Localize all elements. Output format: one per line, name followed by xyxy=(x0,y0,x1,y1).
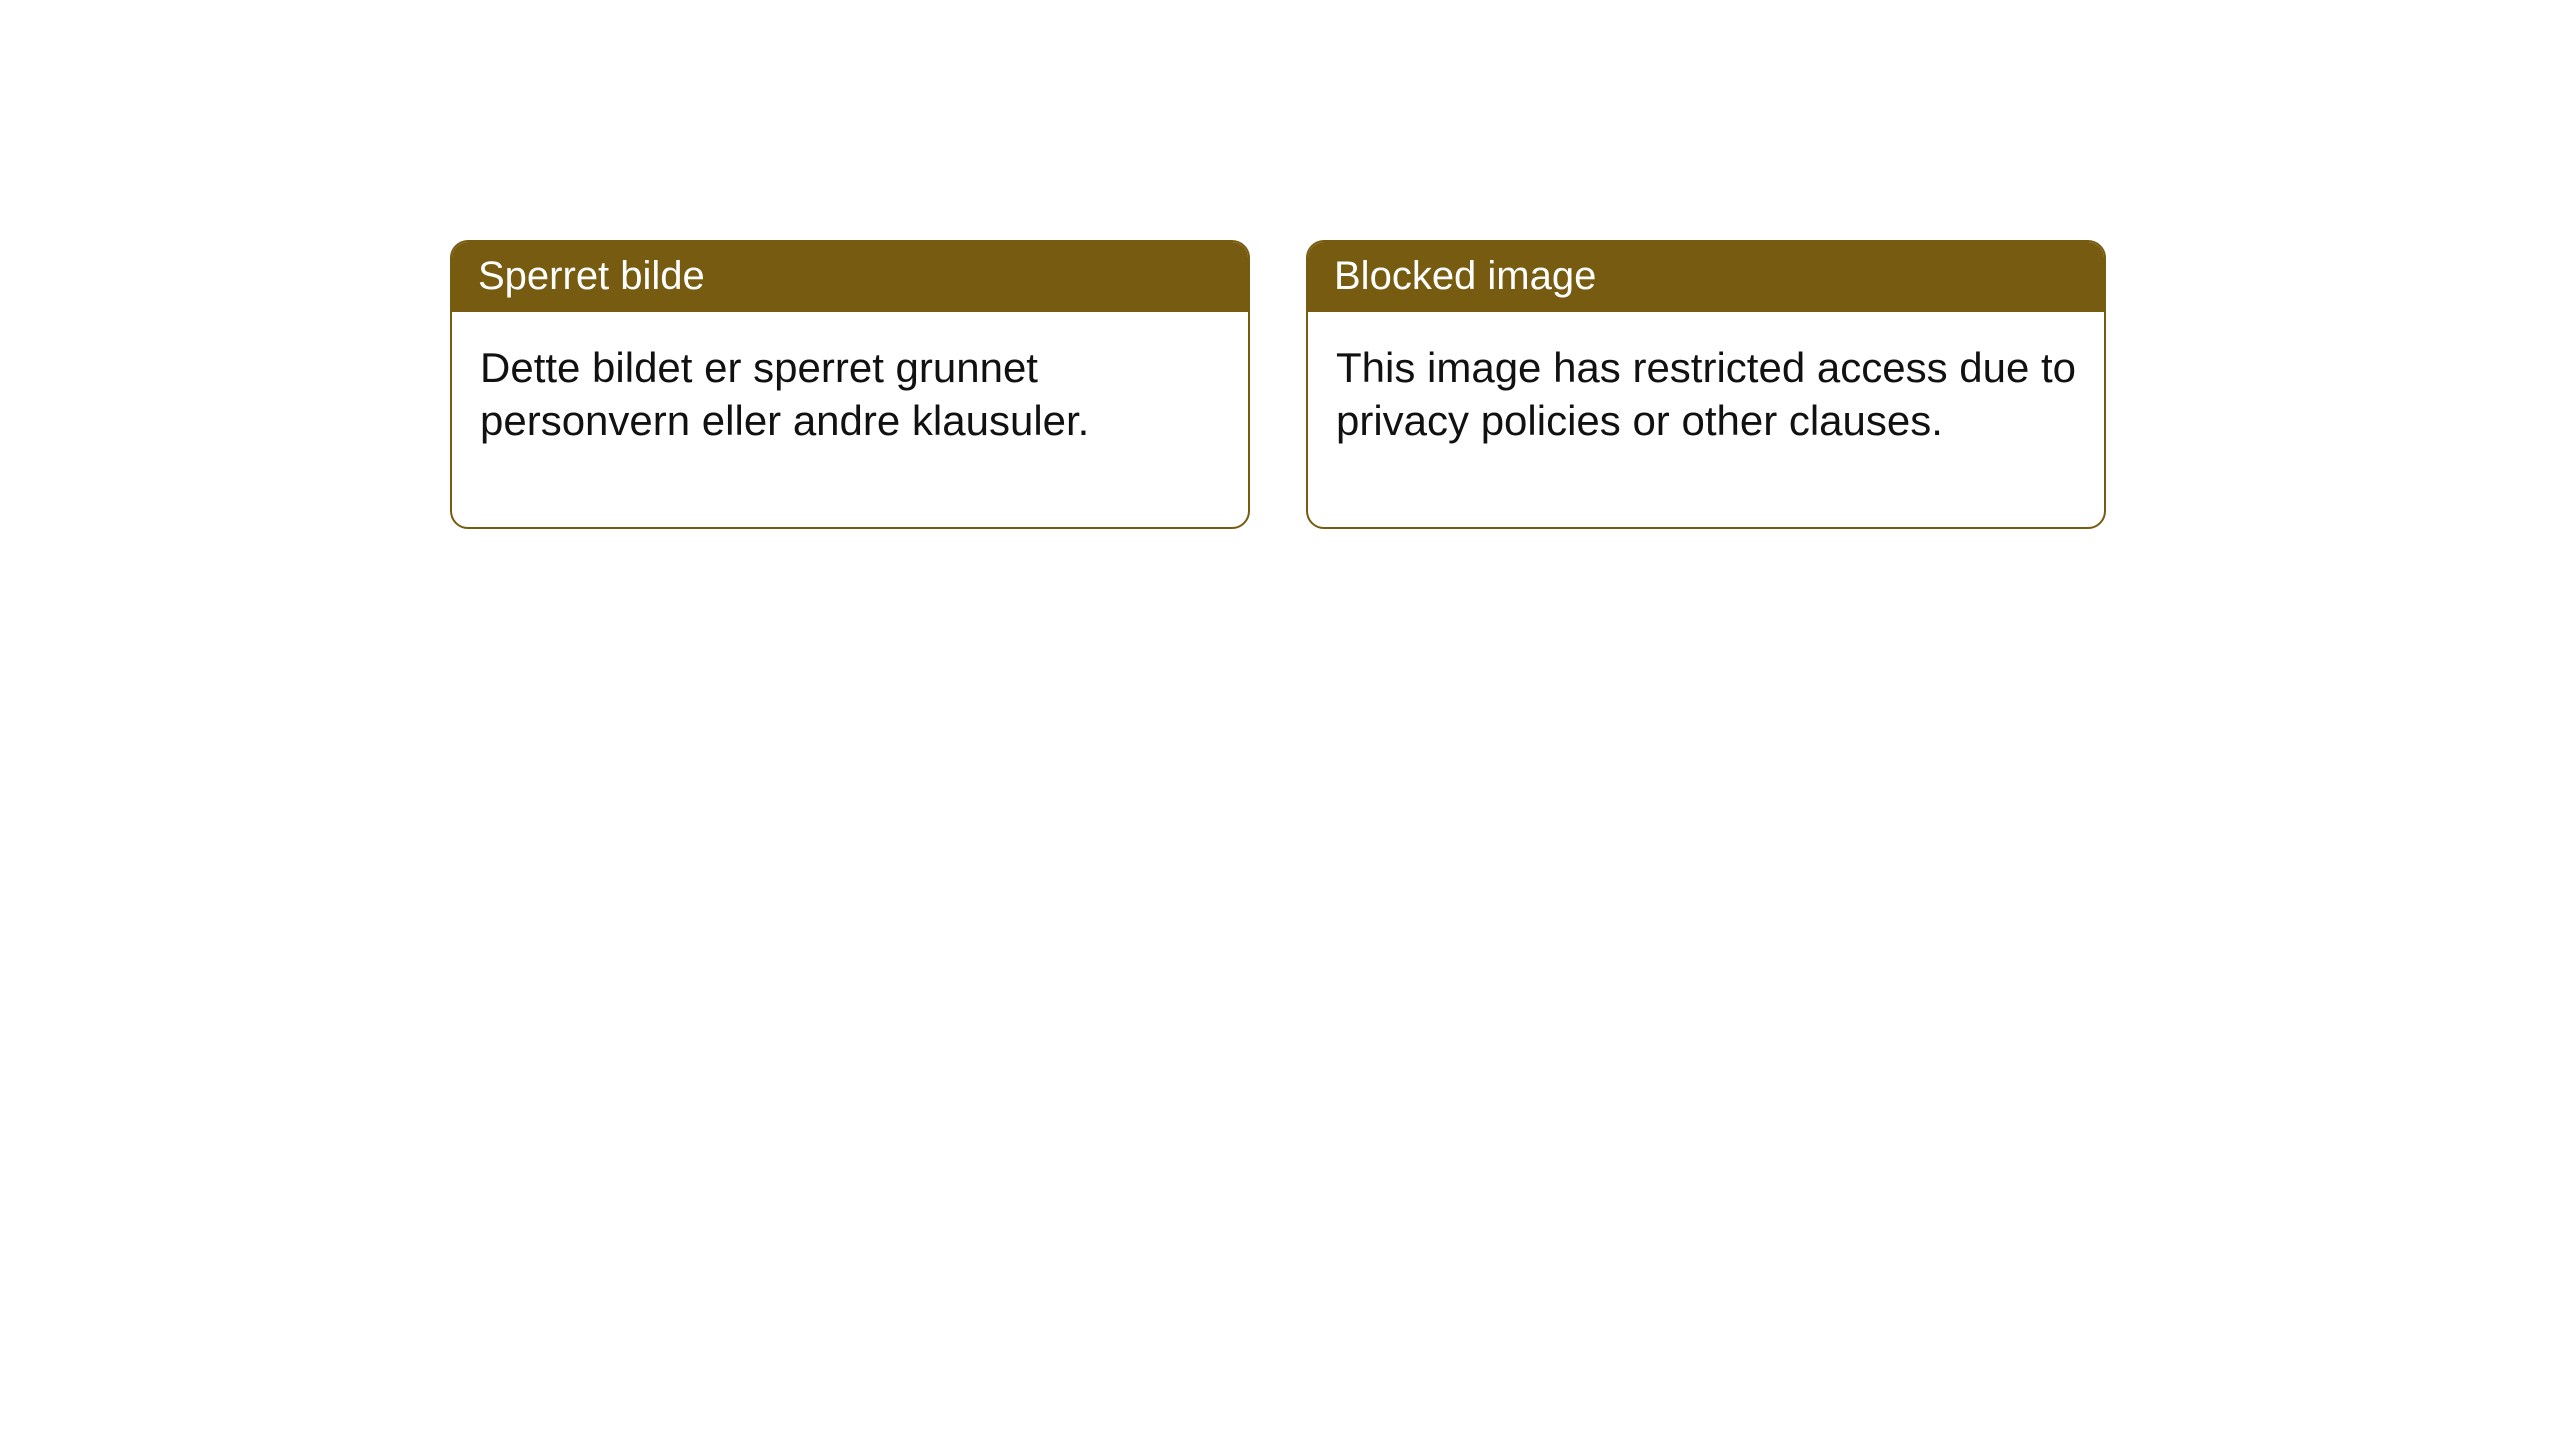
card-title: Blocked image xyxy=(1334,254,1596,298)
card-header: Blocked image xyxy=(1308,242,2104,312)
card-body-text: Dette bildet er sperret grunnet personve… xyxy=(480,344,1089,444)
card-body: This image has restricted access due to … xyxy=(1308,312,2104,527)
notice-card-norwegian: Sperret bilde Dette bildet er sperret gr… xyxy=(450,240,1250,529)
notice-card-english: Blocked image This image has restricted … xyxy=(1306,240,2106,529)
card-title: Sperret bilde xyxy=(478,254,705,298)
card-header: Sperret bilde xyxy=(452,242,1248,312)
notice-cards-container: Sperret bilde Dette bildet er sperret gr… xyxy=(450,240,2560,529)
card-body: Dette bildet er sperret grunnet personve… xyxy=(452,312,1248,527)
card-body-text: This image has restricted access due to … xyxy=(1336,344,2076,444)
